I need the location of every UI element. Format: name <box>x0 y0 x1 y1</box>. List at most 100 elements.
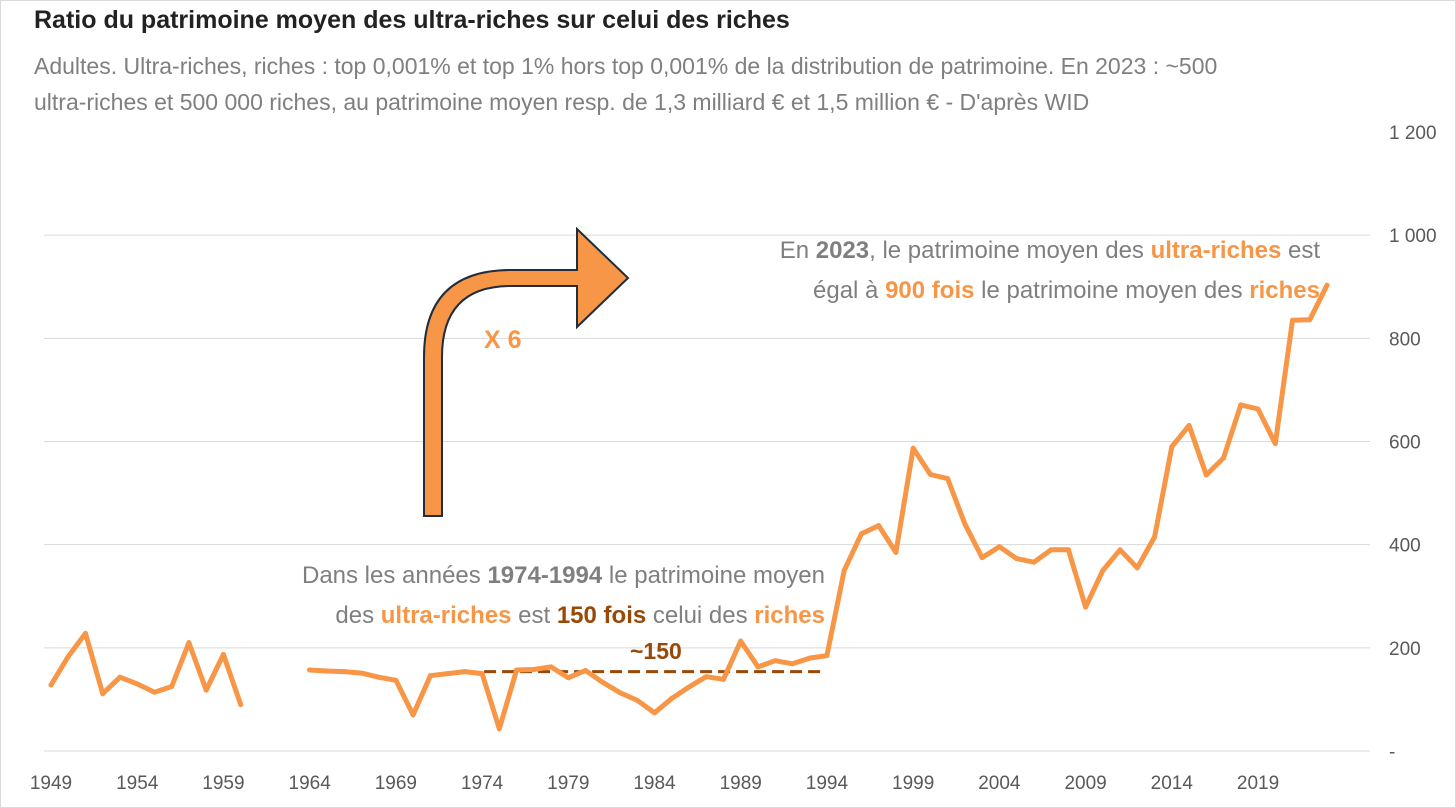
data-point <box>479 671 485 677</box>
data-point <box>824 653 830 659</box>
data-point <box>1186 423 1192 429</box>
annotation-text: le patrimoine moyen <box>602 562 825 589</box>
x-tick-label: 2014 <box>1151 773 1194 794</box>
x-tick-label: 1954 <box>116 773 159 794</box>
x-tick-label: 2009 <box>1064 773 1106 794</box>
data-point <box>1134 565 1140 571</box>
data-point <box>1100 567 1106 573</box>
data-point <box>445 671 451 677</box>
annotation-text: , le patrimoine moyen des <box>869 237 1151 264</box>
data-point <box>962 521 968 527</box>
data-point <box>1272 441 1278 447</box>
data-point <box>496 726 502 732</box>
data-point <box>341 669 347 675</box>
data-point <box>117 674 123 680</box>
data-point <box>1014 556 1020 562</box>
data-point <box>1117 547 1123 553</box>
annotation-bold-period: 1974-1994 <box>487 562 603 589</box>
x-axis-tick-labels: 1949 1954 1959 1964 1969 1974 1979 1984 1989 1994… <box>30 773 1279 794</box>
series-line-1 <box>48 630 244 708</box>
data-point <box>48 682 54 688</box>
x-tick-label: 1949 <box>30 773 72 794</box>
data-point <box>893 549 899 555</box>
data-point <box>462 669 468 675</box>
data-point <box>772 658 778 664</box>
data-point <box>1221 455 1227 461</box>
series-group <box>48 282 1330 732</box>
data-point <box>1152 534 1158 540</box>
data-point <box>945 476 951 482</box>
data-point <box>169 684 175 690</box>
annotation-1974-line-2: des ultra-riches est 150 fois celui des … <box>302 596 825 636</box>
series-line-2 <box>307 282 1330 732</box>
y-tick-label: 1 000 <box>1389 226 1437 247</box>
data-point <box>617 690 623 696</box>
growth-label: X 6 <box>484 326 522 354</box>
data-point <box>531 666 537 672</box>
data-point <box>1065 547 1071 553</box>
data-point <box>979 555 985 561</box>
data-point <box>703 674 709 680</box>
data-point <box>1290 317 1296 323</box>
data-point <box>1031 559 1037 565</box>
annotation-1974-1994: Dans les années 1974-1994 le patrimoine … <box>302 556 825 636</box>
data-point <box>565 675 571 681</box>
data-point <box>324 668 330 674</box>
y-tick-label: 800 <box>1389 329 1421 350</box>
annotation-text: est <box>511 602 557 629</box>
annotation-2023-line-2: égal à 900 fois le patrimoine moyen des … <box>780 271 1320 311</box>
data-point <box>1083 604 1089 610</box>
y-tick-label: 600 <box>1389 433 1421 454</box>
gridlines <box>44 234 1370 752</box>
x-tick-label: 1994 <box>806 773 849 794</box>
data-point <box>376 674 382 680</box>
data-point <box>910 445 916 451</box>
data-point <box>307 667 313 673</box>
data-point <box>841 567 847 573</box>
x-tick-label: 2019 <box>1237 773 1279 794</box>
subtitle-line-1: Adultes. Ultra-riches, riches : top 0,00… <box>34 53 1218 79</box>
annotation-text: des <box>335 602 381 629</box>
x-tick-label: 1999 <box>892 773 934 794</box>
annotation-1974-line-1: Dans les années 1974-1994 le patrimoine … <box>302 556 825 596</box>
data-point <box>807 655 813 661</box>
data-point <box>1238 402 1244 408</box>
data-point <box>1048 547 1054 553</box>
turn-right-arrow-shape <box>423 226 630 517</box>
subtitle-line-2: ultra-riches et 500 000 riches, au patri… <box>34 89 1090 115</box>
annotation-bold-riches: riches <box>754 602 825 629</box>
data-point <box>186 640 192 646</box>
data-point <box>82 630 88 636</box>
chart-subtitle: Adultes. Ultra-riches, riches : top 0,00… <box>34 48 1449 120</box>
data-point <box>720 676 726 682</box>
data-point <box>634 697 640 703</box>
annotation-bold-900-fois: 900 fois <box>885 277 975 304</box>
x-tick-label: 1959 <box>202 773 244 794</box>
data-point <box>738 638 744 644</box>
annotation-text: Dans les années <box>301 562 488 589</box>
data-point <box>1307 317 1313 323</box>
data-point <box>669 695 675 701</box>
x-tick-label: 1969 <box>375 773 417 794</box>
data-point <box>100 691 106 697</box>
data-point <box>134 681 140 687</box>
y-tick-label: 1 200 <box>1389 123 1437 144</box>
data-point <box>1203 472 1209 478</box>
data-point <box>600 679 606 685</box>
data-point <box>358 670 364 676</box>
x-tick-label: 2004 <box>978 773 1021 794</box>
reference-line-label: ~150 <box>630 638 682 664</box>
annotation-text: En <box>779 237 816 264</box>
data-point <box>755 664 761 670</box>
data-point <box>514 667 520 673</box>
data-point <box>548 664 554 670</box>
data-point <box>1255 406 1261 412</box>
data-point <box>876 523 882 529</box>
y-tick-label: - <box>1389 742 1395 763</box>
data-point <box>583 668 589 674</box>
annotation-text: celui des <box>646 602 755 629</box>
turn-right-arrow-icon <box>423 226 630 517</box>
annotation-text: est <box>1281 237 1320 264</box>
x-tick-label: 1989 <box>720 773 762 794</box>
